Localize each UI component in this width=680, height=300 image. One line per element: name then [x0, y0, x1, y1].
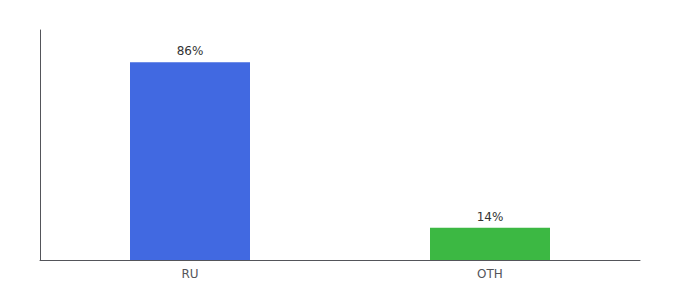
- svg-text:86%: 86%: [177, 44, 204, 58]
- svg-text:14%: 14%: [477, 210, 504, 224]
- svg-text:RU: RU: [181, 267, 198, 281]
- svg-text:OTH: OTH: [477, 267, 503, 281]
